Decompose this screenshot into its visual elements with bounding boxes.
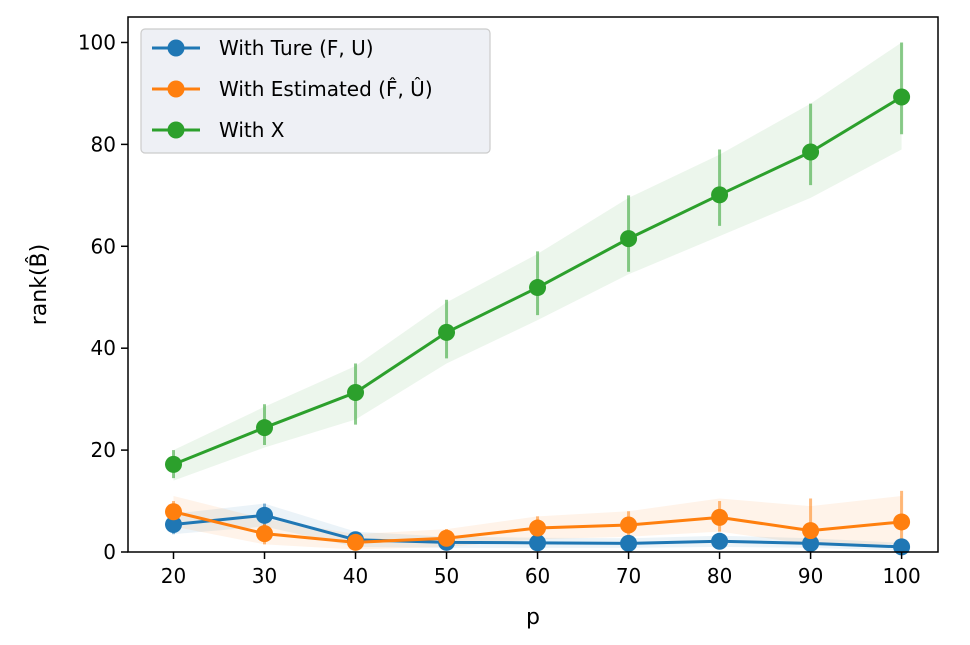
x-tick-label: 40 [343, 564, 368, 588]
series-1-point [529, 519, 547, 537]
y-tick-label: 20 [91, 438, 116, 462]
y-tick-label: 40 [91, 336, 116, 360]
x-tick-label: 20 [161, 564, 186, 588]
series-2-point [802, 143, 820, 161]
plot-frame [127, 16, 939, 553]
series-1-point [802, 522, 820, 540]
series-0-point [165, 515, 183, 533]
series-0-point [893, 538, 911, 556]
series-2-point [620, 230, 638, 248]
x-axis-label: p [526, 605, 540, 630]
series-2-point [438, 323, 456, 341]
series-0-point [256, 506, 274, 524]
x-tick-label: 90 [798, 564, 823, 588]
series-0-point [711, 532, 729, 550]
y-tick-label: 0 [103, 540, 116, 564]
series-0-point [802, 534, 820, 552]
y-tick-label: 100 [78, 30, 116, 54]
legend-marker [167, 39, 185, 57]
series-1-point [438, 529, 456, 547]
x-tick-label: 70 [616, 564, 641, 588]
legend-label: With Ture (F, U) [219, 36, 374, 60]
x-tick-label: 80 [707, 564, 732, 588]
series-2-point [711, 186, 729, 204]
y-tick-label: 60 [91, 234, 116, 258]
legend-label: With Estimated (F̂, Û) [219, 77, 433, 101]
series-1-point [893, 513, 911, 531]
y-tick-label: 80 [91, 132, 116, 156]
x-tick-label: 30 [252, 564, 277, 588]
x-tick-label: 60 [525, 564, 550, 588]
series-1-point [165, 503, 183, 521]
legend-box [140, 28, 491, 154]
legend-marker [167, 80, 185, 98]
series-1-point [711, 508, 729, 526]
axes: 20 30 40 50 60 70 80 90 100 0 20 40 60 80 100 p rank(B̂) [26, 16, 939, 630]
series-2-point [347, 384, 365, 402]
series-points [165, 88, 911, 556]
series-2-point [529, 279, 547, 297]
x-tick-label: 100 [883, 564, 921, 588]
series-2-point [256, 419, 274, 437]
series-0-point [620, 534, 638, 552]
series-1-point [256, 525, 274, 543]
y-axis-label: rank(B̂) [26, 244, 52, 325]
series-1-point [347, 533, 365, 551]
series-1-point [620, 516, 638, 534]
series-2-point [893, 88, 911, 106]
x-tick-label: 50 [434, 564, 459, 588]
legend-marker [167, 121, 185, 139]
series-2-point [165, 455, 183, 473]
series-0-point [529, 534, 547, 552]
legend-label: With X [219, 118, 285, 142]
legend: With Ture (F, U) With Estimated (F̂, Û) Wi… [140, 28, 491, 154]
